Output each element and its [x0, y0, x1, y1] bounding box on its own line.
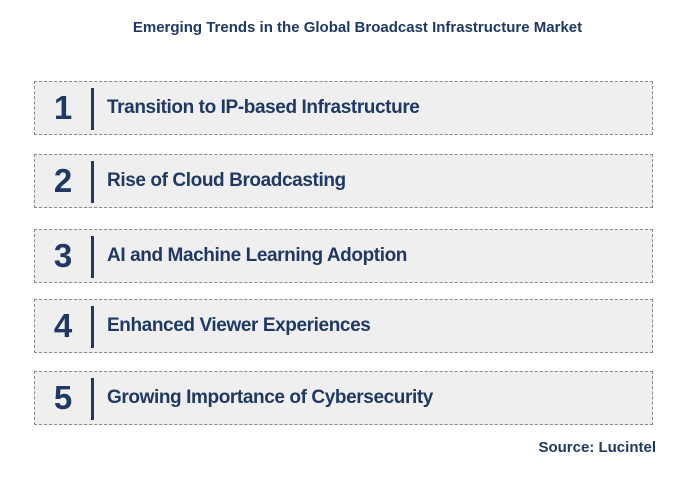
trend-divider [91, 161, 94, 203]
trend-label: AI and Machine Learning Adoption [107, 245, 407, 266]
source-credit: Source: Lucintel [538, 439, 656, 456]
trend-number: 3 [53, 237, 73, 274]
trend-label: Growing Importance of Cybersecurity [107, 387, 433, 408]
trend-divider [91, 236, 94, 278]
trend-divider [91, 378, 94, 420]
trend-label: Rise of Cloud Broadcasting [107, 170, 346, 191]
trend-number: 4 [53, 307, 73, 344]
trend-label: Enhanced Viewer Experiences [107, 315, 371, 336]
trend-item-1: 1 Transition to IP-based Infrastructure [34, 81, 653, 135]
diagram-title: Emerging Trends in the Global Broadcast … [132, 19, 583, 36]
trend-label: Transition to IP-based Infrastructure [107, 97, 420, 118]
trend-divider [91, 88, 94, 130]
trend-item-2: 2 Rise of Cloud Broadcasting [34, 154, 653, 208]
trend-item-4: 4 Enhanced Viewer Experiences [34, 299, 653, 353]
trend-number: 1 [53, 89, 73, 126]
trend-divider [91, 306, 94, 348]
trend-item-3: 3 AI and Machine Learning Adoption [34, 229, 653, 283]
trend-number: 2 [53, 162, 73, 199]
trend-number: 5 [53, 379, 73, 416]
trend-item-5: 5 Growing Importance of Cybersecurity [34, 371, 653, 425]
